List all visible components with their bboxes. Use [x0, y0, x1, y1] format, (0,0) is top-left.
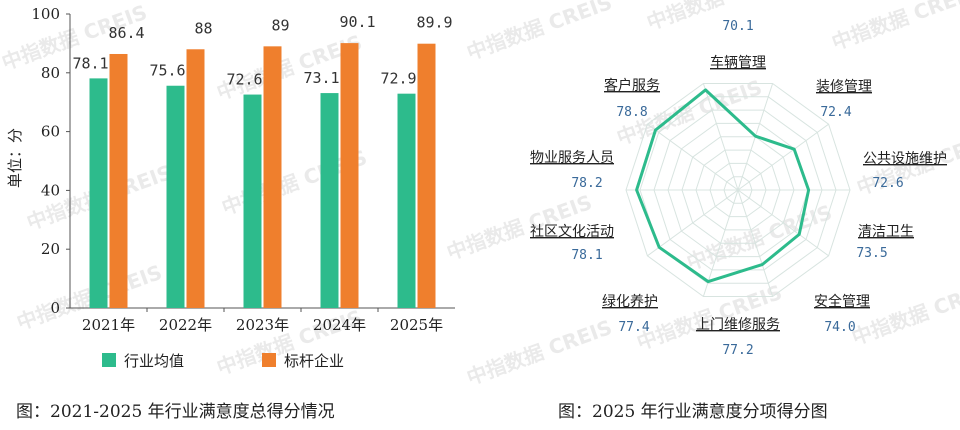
radar-value-label: 72.6 [872, 176, 903, 191]
y-tick-label: 40 [41, 181, 60, 199]
legend-swatch-benchmark [262, 353, 276, 367]
radar-chart: 车辆管理 70.1 装修管理 72.4 公共设施维护 72.6 清洁卫生 73.5 安全管理 74… [530, 19, 947, 422]
data-label-benchmark: 89.9 [416, 14, 452, 32]
data-label-industry-average: 72.9 [380, 70, 416, 88]
bar-benchmark [340, 43, 359, 309]
bar-industry-average [89, 78, 108, 308]
radar-category-label: 社区文化活动 [530, 224, 614, 240]
x-tick-label: 2021年 [82, 316, 135, 334]
watermark-text: 中指数据 CREIS [464, 0, 616, 65]
data-label-industry-average: 75.6 [149, 62, 185, 80]
data-label-industry-average: 78.1 [72, 54, 108, 72]
radar-category-label: 清洁卫生 [858, 224, 914, 240]
bar-benchmark [417, 43, 436, 308]
watermark-text: 中指数据 CREIS [684, 200, 836, 275]
radar-value-label: 77.2 [722, 343, 753, 358]
watermark-text: 中指数据 CREIS [464, 315, 616, 390]
y-tick-label: 100 [31, 5, 60, 23]
bar-industry-average [320, 93, 339, 308]
radar-spoke [702, 83, 739, 191]
data-label-benchmark: 88 [194, 19, 212, 37]
radar-spoke [702, 189, 739, 297]
radar-value-label: 77.4 [618, 320, 649, 335]
watermark-text: 中指数据 CREIS [644, 0, 796, 35]
legend-label-industry-average: 行业均值 [124, 352, 184, 370]
radar-spoke [737, 189, 829, 257]
x-axis-ticks: 2021年 2022年 2023年 2024年 2025年 [82, 308, 443, 334]
radar-spoke [737, 123, 829, 191]
radar-category-label: 绿化养护 [602, 294, 658, 310]
radar-value-label: 78.1 [571, 248, 602, 263]
bar-chart-caption: 图：2021-2025 年行业满意度总得分情况 [16, 402, 335, 422]
data-label-benchmark: 89 [271, 16, 289, 34]
bar-benchmark [263, 46, 282, 309]
data-label-industry-average: 72.6 [226, 71, 262, 89]
radar-series-line [635, 88, 811, 284]
bar-industry-average [243, 94, 262, 308]
legend: 行业均值 标杆企业 [102, 352, 344, 370]
watermark-text: 中指数据 CREIS [849, 275, 960, 350]
watermark-text: 中指数据 CREIS [829, 0, 960, 55]
radar-category-label: 装修管理 [816, 79, 872, 95]
y-tick-label: 60 [41, 123, 60, 141]
radar-category-label: 物业服务人员 [530, 150, 614, 166]
radar-category-label: 公共设施维护 [863, 151, 947, 167]
data-label-benchmark: 90.1 [339, 13, 375, 31]
x-tick-label: 2025年 [390, 316, 443, 334]
y-axis-ticks: 0 20 40 60 80 100 [31, 5, 70, 317]
bar-industry-average [166, 85, 185, 309]
radar-value-label: 78.2 [571, 176, 602, 191]
bar-industry-average [397, 93, 416, 308]
x-tick-label: 2022年 [159, 316, 212, 334]
radar-value-label: 72.4 [820, 105, 851, 120]
radar-value-label: 74.0 [824, 320, 855, 335]
bar-benchmark [109, 53, 128, 308]
y-tick-label: 20 [41, 240, 60, 258]
radar-category-label: 车辆管理 [710, 54, 766, 71]
x-tick-label: 2023年 [236, 316, 289, 334]
bar-benchmark [186, 49, 205, 308]
data-label-industry-average: 73.1 [303, 69, 339, 87]
legend-label-benchmark: 标杆企业 [284, 352, 344, 370]
y-tick-label: 80 [41, 64, 60, 82]
radar-category-label: 安全管理 [814, 293, 870, 310]
data-label-benchmark: 86.4 [108, 24, 144, 42]
x-tick-label: 2024年 [313, 316, 366, 334]
radar-spoke [647, 189, 739, 257]
radar-category-label: 客户服务 [604, 77, 660, 94]
radar-value-label: 73.5 [856, 246, 887, 261]
radar-value-label: 70.1 [722, 19, 753, 34]
radar-value-label: 78.8 [616, 105, 647, 120]
y-axis-label: 单位：分 [6, 128, 24, 188]
radar-category-labels: 车辆管理 70.1 装修管理 72.4 公共设施维护 72.6 清洁卫生 73.5 安全管理 74… [530, 19, 947, 358]
y-tick-label: 0 [50, 299, 60, 317]
radar-spoke [647, 123, 739, 191]
bar-series: 78.186.4 75.6 88 72.6 89 73.1 90.1 72.9 89.9 [72, 13, 453, 309]
radar-category-label: 上门维修服务 [696, 317, 780, 333]
radar-spoke [737, 189, 774, 297]
legend-swatch-industry-average [102, 353, 116, 367]
radar-chart-caption: 图：2025 年行业满意度分项得分图 [558, 402, 828, 422]
